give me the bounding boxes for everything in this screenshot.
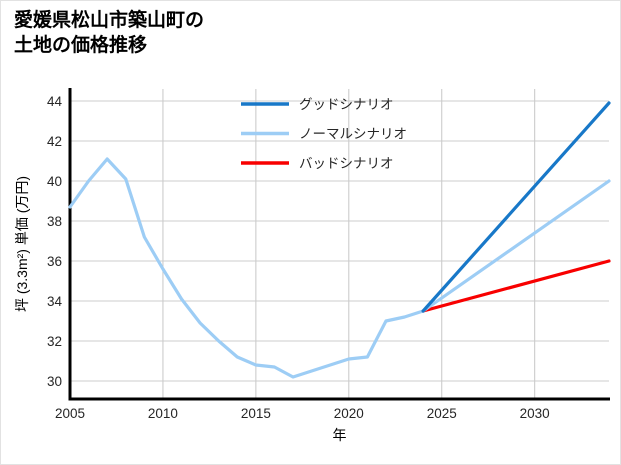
x-tick-label: 2030: [520, 406, 550, 421]
scenario-line: [421, 179, 611, 313]
y-axis-title: 坪 (3.3m²) 単価 (万円): [14, 176, 30, 312]
axis-titles: 年 坪 (3.3m²) 単価 (万円): [14, 176, 347, 443]
x-tick-label: 2005: [55, 406, 85, 421]
page-title: 愛媛県松山市築山町の 土地の価格推移: [14, 10, 205, 57]
x-axis-tick-labels: 2005 2010 2015 2020 2025 2030: [55, 406, 550, 421]
grid-lines: [69, 89, 609, 399]
y-tick-label: 44: [47, 94, 63, 109]
axis-lines: [68, 88, 610, 401]
y-tick-label: 30: [47, 374, 62, 389]
x-tick-label: 2020: [334, 406, 364, 421]
y-tick-label: 36: [47, 254, 62, 269]
y-axis-tick-labels: 30 32 34 36 38 40 42 44: [47, 94, 63, 389]
y-tick-label: 32: [47, 334, 62, 349]
y-tick-label: 38: [47, 214, 62, 229]
y-tick-label: 42: [47, 134, 62, 149]
history-line: [68, 157, 425, 379]
x-tick-label: 2025: [427, 406, 457, 421]
legend-label: グッドシナリオ: [299, 97, 394, 112]
scenario-line: [421, 101, 611, 313]
y-tick-label: 40: [47, 174, 62, 189]
x-tick-label: 2010: [148, 406, 178, 421]
scenario-line: [421, 259, 611, 313]
data-series-lines: [68, 101, 611, 379]
legend-label: バッドシナリオ: [299, 156, 394, 171]
x-axis-title: 年: [333, 427, 347, 443]
y-tick-label: 34: [47, 294, 63, 309]
legend-label: ノーマルシナリオ: [299, 127, 407, 142]
x-tick-label: 2015: [241, 406, 271, 421]
